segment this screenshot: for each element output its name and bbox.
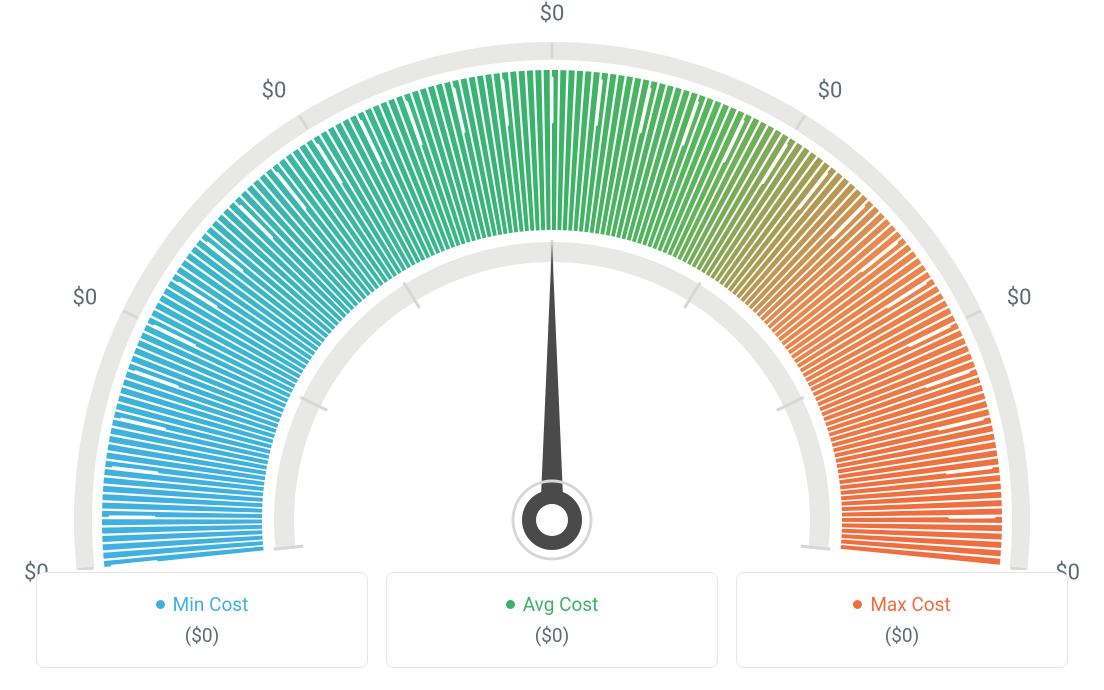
legend-label-max: Max Cost <box>870 593 950 616</box>
gauge-chart: $0$0$0$0$0$0$0 <box>0 0 1104 560</box>
gauge-tick-label: $0 <box>1007 286 1032 311</box>
cost-gauge-container: $0$0$0$0$0$0$0 Min Cost ($0) Avg Cost ($… <box>0 0 1104 690</box>
legend-card-avg: Avg Cost ($0) <box>386 572 718 668</box>
legend-label-min: Min Cost <box>173 593 249 616</box>
legend-label-avg: Avg Cost <box>523 593 599 616</box>
legend-value-avg: ($0) <box>535 624 569 647</box>
legend-dot-max <box>853 600 862 609</box>
gauge-tick-label: $0 <box>72 286 97 311</box>
gauge-tick-label: $0 <box>262 78 287 103</box>
gauge-svg <box>0 0 1104 570</box>
legend-dot-avg <box>506 600 515 609</box>
legend-card-max: Max Cost ($0) <box>736 572 1068 668</box>
legend-top-min: Min Cost <box>156 593 249 616</box>
legend-top-max: Max Cost <box>853 593 950 616</box>
legend-top-avg: Avg Cost <box>506 593 599 616</box>
legend-value-max: ($0) <box>885 624 919 647</box>
gauge-tick-label: $0 <box>540 2 565 27</box>
legend-value-min: ($0) <box>185 624 219 647</box>
legend-card-min: Min Cost ($0) <box>36 572 368 668</box>
gauge-tick-label: $0 <box>818 78 843 103</box>
legend-row: Min Cost ($0) Avg Cost ($0) Max Cost ($0… <box>0 572 1104 668</box>
legend-dot-min <box>156 600 165 609</box>
